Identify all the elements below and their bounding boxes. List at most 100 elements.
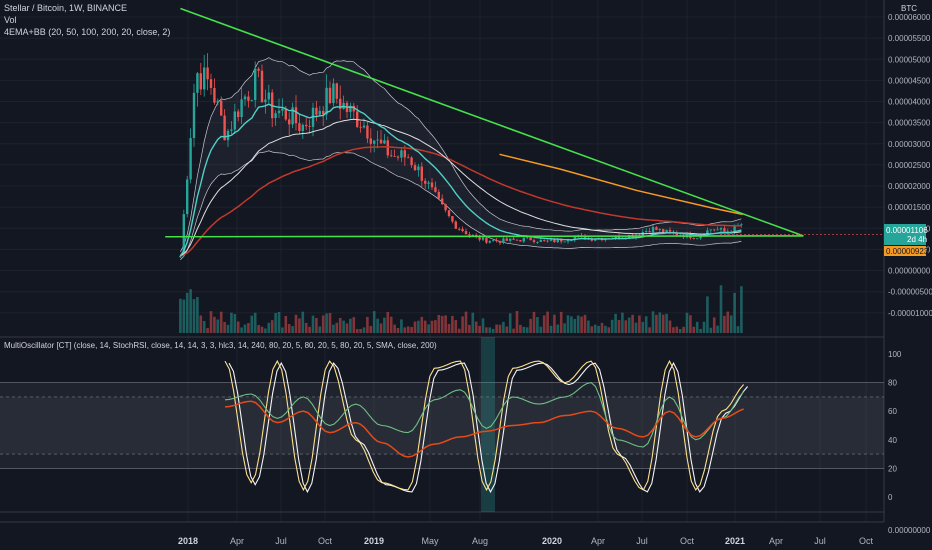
candle-body — [526, 237, 529, 238]
candle-body — [509, 238, 512, 241]
volume-bar — [420, 316, 424, 333]
volume-bar — [553, 314, 556, 333]
ema-price-value: 0.00000923 — [886, 247, 929, 256]
grid — [0, 0, 885, 523]
volume-bar — [631, 314, 634, 333]
candle-body — [478, 235, 481, 240]
volume-bar — [678, 328, 682, 333]
candle-body — [318, 110, 322, 115]
candle-body — [505, 238, 509, 241]
candle-body — [379, 139, 383, 144]
volume-bar — [267, 322, 271, 333]
price-tick-label: 0.00004500 — [888, 76, 931, 85]
volume-bar — [563, 323, 566, 333]
candle-body — [675, 232, 679, 236]
volume-bar — [508, 313, 512, 333]
candle-body — [488, 241, 492, 243]
volume-bar — [223, 321, 226, 333]
volume-bar — [638, 315, 641, 333]
volume-bar — [345, 323, 349, 333]
volume-bar — [311, 315, 315, 333]
candle-body — [458, 228, 461, 230]
candle-body — [617, 235, 621, 239]
volume-bar — [413, 321, 417, 333]
candle-body — [583, 235, 587, 240]
volume-bar — [570, 316, 573, 333]
candle-body — [733, 225, 736, 233]
candle-body — [332, 83, 335, 103]
candle-body — [424, 180, 427, 184]
volume-bar — [216, 319, 220, 333]
trendline — [165, 235, 804, 238]
volume-bar — [604, 325, 607, 333]
oscillator-tick-label: 40 — [888, 436, 897, 445]
volume-bar — [369, 325, 373, 333]
candle-body — [716, 229, 719, 231]
volume-bar — [291, 326, 294, 333]
candle-body — [264, 99, 267, 103]
volume-bar — [196, 297, 199, 333]
price-tick-label: 0.00006000 — [888, 13, 931, 22]
time-axis[interactable]: 2018 Apr Jul Oct 2019 May Aug 2020 Apr Jul Oct 2021… — [178, 536, 874, 546]
price-tick-label: -0.00000500 — [888, 288, 932, 297]
volume-bar — [287, 324, 291, 333]
volume-bar — [376, 318, 379, 333]
candle-body — [699, 235, 702, 239]
price-axis[interactable]: 0.00006000 0.00005500 0.00005000 0.00004500… — [888, 13, 932, 318]
volume-bar — [461, 316, 464, 333]
symbol-title[interactable]: Stellar / Bitcoin, 1W, BINANCE — [4, 3, 128, 13]
oscillator-tick-label: 20 — [888, 464, 897, 473]
volume-bar — [573, 318, 577, 333]
volume-bar — [644, 316, 648, 333]
volume-bar — [668, 320, 672, 333]
volume-bar — [512, 328, 515, 333]
oscillator-bands — [0, 337, 884, 512]
ema-bb-legend[interactable]: 4EMA+BB (20, 50, 100, 200, 20, close, 2) — [4, 27, 171, 37]
volume-legend[interactable]: Vol — [4, 15, 17, 25]
volume-bar — [236, 321, 240, 333]
time-tick-label: May — [421, 536, 439, 546]
candle-body — [485, 237, 488, 243]
volume-bar — [624, 320, 628, 333]
currency-label: BTC — [901, 4, 917, 13]
volume-bar — [614, 313, 617, 333]
candle-body — [237, 111, 240, 118]
candle-body — [260, 70, 264, 103]
bollinger-bands — [180, 57, 742, 261]
oscillator-legend[interactable]: MultiOscillator [CT] (close, 14, StochRS… — [4, 341, 437, 350]
candle-body — [349, 105, 352, 112]
candle-body — [407, 157, 410, 159]
candle-body — [413, 165, 417, 171]
candle-body — [386, 140, 390, 156]
volume-bar — [332, 324, 335, 333]
volume-bar — [478, 325, 481, 333]
volume-bars — [179, 285, 743, 333]
volume-bar — [634, 322, 638, 333]
volume-bar — [284, 315, 288, 333]
candle-body — [240, 99, 243, 118]
volume-bar — [675, 326, 679, 333]
volume-bar — [587, 320, 590, 333]
volume-bar — [396, 327, 400, 333]
time-tick-label: Jul — [275, 536, 287, 546]
candle-body — [196, 73, 199, 93]
price-tick-label: 0.00000000 — [888, 267, 931, 276]
candle-body — [393, 155, 396, 157]
candle-body — [655, 227, 658, 231]
time-tick-label: Jul — [636, 536, 648, 546]
volume-bar — [491, 328, 495, 333]
ema-200-line — [499, 153, 743, 216]
candle-body — [288, 119, 291, 125]
volume-bar — [600, 322, 604, 333]
volume-bar — [264, 328, 267, 333]
trendlines[interactable] — [165, 7, 884, 238]
volume-bar — [437, 314, 441, 333]
volume-bar — [454, 320, 458, 333]
oscillator-axis[interactable]: 100 80 60 40 20 0 0.00000000 — [888, 350, 931, 535]
time-tick-label: Oct — [859, 536, 874, 546]
candle-body — [434, 187, 437, 192]
candle-body — [546, 240, 549, 242]
volume-bar — [260, 326, 264, 333]
volume-bar — [607, 327, 611, 333]
